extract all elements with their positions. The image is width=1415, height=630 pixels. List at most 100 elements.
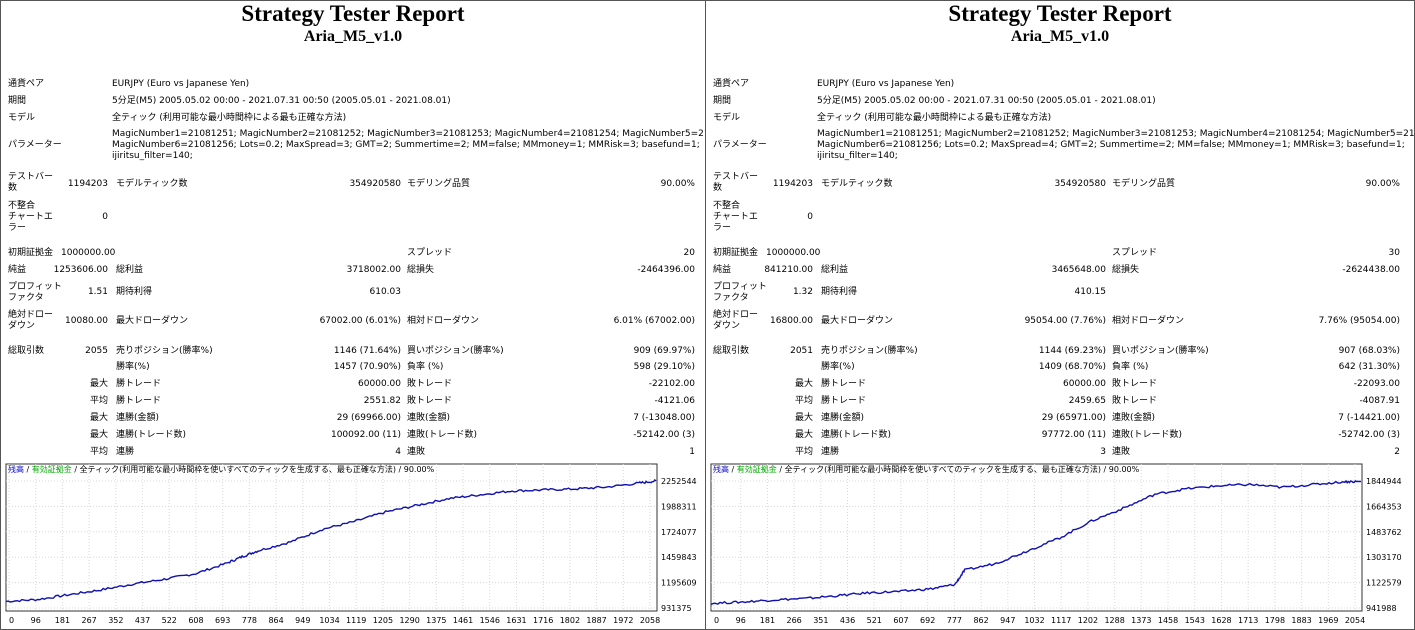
- y-tick-label: 1483762: [1366, 528, 1402, 537]
- long-label: 買いポジション(勝率%): [407, 346, 504, 356]
- max-label-2: 最大: [794, 413, 813, 423]
- model-label: モデル: [713, 113, 741, 123]
- cw-cnt-value: 97772.00 (11): [1041, 430, 1106, 440]
- expected-value: 410.15: [1074, 287, 1107, 297]
- x-tick-label: 864: [268, 616, 283, 625]
- short-value: 1146 (71.64%): [333, 346, 401, 356]
- avg-win-value: 2551.82: [363, 396, 401, 406]
- avg-cw-value: 4: [395, 447, 401, 457]
- bars-label-1: テストバー: [8, 172, 54, 182]
- loss-value: 642 (31.30%): [1338, 362, 1400, 372]
- bars-label-2: 数: [8, 183, 18, 193]
- cl-cnt-label: 連敗(トレード数): [1112, 430, 1183, 440]
- grossloss-label: 総損失: [1112, 265, 1140, 275]
- max-label-2: 最大: [89, 413, 108, 423]
- max-label-1: 最大: [794, 379, 813, 389]
- x-tick-label: 862: [973, 616, 988, 625]
- x-tick-label: 2054: [1345, 616, 1365, 625]
- quality-label: モデリング品質: [1112, 179, 1176, 189]
- short-label: 売りポジション(勝率%): [116, 346, 213, 356]
- x-tick-label: 1202: [1078, 616, 1098, 625]
- period-value: 5分足(M5) 2005.05.02 00:00 - 2021.07.31 00…: [817, 96, 1156, 106]
- x-tick-label: 1543: [1185, 616, 1205, 625]
- period-value: 5分足(M5) 2005.05.02 00:00 - 2021.07.31 00…: [112, 96, 451, 106]
- balance-chart: 2252544 1988311 1724077 1459843 1195609 93137…: [5, 463, 698, 627]
- x-tick-label: 0: [9, 616, 14, 625]
- x-tick-label: 1802: [560, 616, 580, 625]
- y-tick-label: 1122579: [1366, 579, 1402, 588]
- cw-amt-label: 連勝(金額): [821, 413, 865, 423]
- avg-cl-value: 1: [689, 447, 695, 457]
- spread-label: スプレッド: [407, 248, 453, 258]
- pf-value: 1.32: [792, 287, 813, 297]
- x-tick-label: 267: [81, 616, 96, 625]
- y-tick-label: 1195609: [661, 579, 697, 588]
- x-tick-label: 1205: [373, 616, 393, 625]
- symbol-label: 通貨ペア: [713, 79, 750, 89]
- largest-loss-value: -22102.00: [648, 379, 695, 389]
- chart-svg: 1844944 1664353 1483762 1303170 1122579 94198…: [710, 463, 1402, 625]
- reldd-value: 7.76% (95054.00): [1318, 316, 1400, 326]
- symbol-value: EURJPY (Euro vs Japanese Yen): [817, 79, 955, 89]
- absdd-label-1: 絶対ドロー: [713, 310, 759, 320]
- chart-header-text: / 全ティック(利用可能な最小時間枠を使いすべてのティックを生成する、最も正確な…: [71, 465, 435, 474]
- grossprofit-value: 3718002.00: [346, 265, 401, 275]
- cl-cnt-value: -52742.00 (3): [1338, 430, 1400, 440]
- maxdd-value: 67002.00 (6.01%): [319, 316, 401, 326]
- report-subtitle: Aria_M5_v1.0: [303, 28, 403, 45]
- cw-cnt-label: 連勝(トレード数): [116, 430, 187, 440]
- y-tick-label: 941988: [1366, 604, 1397, 613]
- largest-win-value: 60000.00: [1063, 379, 1106, 389]
- absdd-label-2: ダウン: [8, 321, 36, 331]
- largest-loss-label: 敗トレード: [1112, 379, 1158, 389]
- pf-value: 1.51: [87, 287, 108, 297]
- max-label-1: 最大: [89, 379, 108, 389]
- largest-loss-value: -22093.00: [1353, 379, 1400, 389]
- x-tick-label: 1887: [586, 616, 606, 625]
- params-line-3: ijiritsu_filter=140;: [817, 151, 898, 161]
- grossloss-label: 総損失: [407, 265, 435, 275]
- avg-cw-value: 3: [1100, 447, 1106, 457]
- expected-label: 期待利得: [116, 287, 153, 297]
- cw-amt-value: 29 (65971.00): [1041, 413, 1106, 423]
- x-tick-label: 1119: [346, 616, 366, 625]
- x-tick-label: 0: [714, 616, 719, 625]
- x-tick-label: 1373: [1131, 616, 1151, 625]
- period-label: 期間: [713, 96, 732, 106]
- avg-cl-label: 連敗: [407, 447, 426, 457]
- cl-amt-value: 7 (-13048.00): [633, 413, 695, 423]
- avg-label-2: 平均: [89, 447, 108, 457]
- chart-header-text: / 全ティック(利用可能な最小時間枠を使いすべてのティックを生成する、最も正確な…: [776, 465, 1140, 474]
- win-label: 勝率(%): [116, 362, 150, 372]
- netprofit-value: 1253606.00: [53, 265, 108, 275]
- deposit-label: 初期証拠金: [8, 248, 54, 258]
- x-tick-label: 1972: [613, 616, 633, 625]
- y-tick-label: 1844944: [1366, 477, 1402, 486]
- x-tick-label: 778: [242, 616, 257, 625]
- x-tick-label: 607: [893, 616, 908, 625]
- x-tick-label: 1288: [1104, 616, 1124, 625]
- x-tick-label: 96: [31, 616, 41, 625]
- avg-win-label: 勝トレード: [821, 396, 867, 406]
- netprofit-label: 純益: [8, 265, 27, 275]
- x-tick-label: 437: [135, 616, 150, 625]
- x-tick-label: 1798: [1265, 616, 1285, 625]
- absdd-label-2: ダウン: [713, 321, 741, 331]
- avg-loss-value: -4121.06: [654, 396, 695, 406]
- deposit-value: 1000000.00: [61, 248, 116, 258]
- avg-cw-label: 連勝: [821, 447, 840, 457]
- bars-value: 1194203: [67, 179, 108, 189]
- cl-cnt-label: 連敗(トレード数): [407, 430, 478, 440]
- y-tick-label: 1664353: [1366, 502, 1402, 511]
- x-tick-label: 608: [188, 616, 203, 625]
- loss-label: 負率 (%): [407, 362, 444, 372]
- params-line-3: ijiritsu_filter=140;: [112, 151, 193, 161]
- long-value: 907 (68.03%): [1338, 346, 1400, 356]
- ticks-label: モデルティック数: [116, 179, 188, 189]
- long-label: 買いポジション(勝率%): [1112, 346, 1209, 356]
- x-tick-label: 1883: [1291, 616, 1311, 625]
- avg-cw-label: 連勝: [116, 447, 135, 457]
- x-tick-label: 1631: [506, 616, 526, 625]
- x-tick-label: 692: [920, 616, 935, 625]
- bars-value: 1194203: [772, 179, 813, 189]
